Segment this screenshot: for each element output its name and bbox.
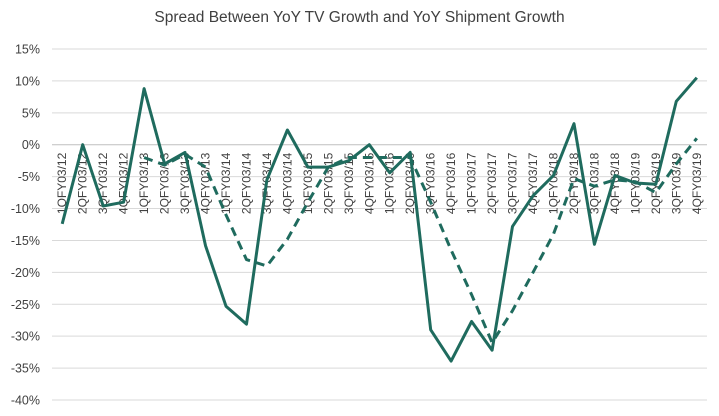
y-tick-label: -20%: [11, 266, 40, 280]
x-tick-label: 2QFY03/12: [76, 152, 90, 214]
y-tick-label: -5%: [18, 170, 40, 184]
x-tick-label: 4QFY03/16: [444, 152, 458, 214]
x-tick-label: 2QFY03/13: [158, 152, 172, 214]
chart-title: Spread Between YoY TV Growth and YoY Shi…: [154, 9, 565, 26]
y-tick-label: -40%: [11, 394, 40, 408]
x-tick-label: 1QFY03/14: [219, 152, 233, 214]
x-tick-label: 1QFY03/12: [55, 152, 69, 214]
x-tick-label: 4QFY03/12: [117, 152, 131, 214]
x-tick-label: 2QFY03/14: [239, 152, 253, 214]
series-line-dashed: [143, 137, 698, 345]
x-tick-label: 4QFY03/13: [199, 152, 213, 214]
x-tick-label: 3QFY03/19: [669, 152, 683, 214]
x-tick-label: 4QFY03/18: [608, 152, 622, 214]
x-tick-label: 4QFY03/15: [362, 152, 376, 214]
x-tick-label: 1QFY03/17: [465, 152, 479, 214]
x-tick-label: 2QFY03/15: [321, 152, 335, 214]
x-tick-label: 2QFY03/18: [567, 152, 581, 214]
y-tick-label: -10%: [11, 202, 40, 216]
x-tick-label: 4QFY03/14: [280, 152, 294, 214]
y-tick-label: 10%: [15, 74, 40, 88]
y-tick-label: 15%: [15, 43, 40, 57]
series-lines: [60, 76, 698, 363]
x-tick-label: 2QFY03/17: [485, 152, 499, 214]
y-tick-label: -30%: [11, 330, 40, 344]
y-tick-label: -35%: [11, 362, 40, 376]
x-tick-label: 3QFY03/13: [178, 152, 192, 214]
y-tick-label: -15%: [11, 234, 40, 248]
x-tick-label: 1QFY03/13: [137, 152, 151, 214]
x-tick-label: 3QFY03/18: [587, 152, 601, 214]
gridlines: [52, 48, 707, 401]
x-tick-label: 1QFY03/15: [301, 152, 315, 214]
x-tick-label: 1QFY03/16: [383, 152, 397, 214]
series-line-solid: [60, 76, 698, 363]
y-tick-label: 5%: [22, 106, 40, 120]
x-tick-label: 4QFY03/19: [690, 152, 704, 214]
x-tick-label: 3QFY03/15: [342, 152, 356, 214]
x-tick-label: 3QFY03/17: [506, 152, 520, 214]
y-axis-tick-labels: 15% 10% 5% 0% -5% -10% -15% -20% -25% -30% -35% -40…: [11, 43, 40, 408]
y-tick-label: 0%: [22, 138, 40, 152]
y-tick-label: -25%: [11, 298, 40, 312]
x-tick-label: 3QFY03/16: [424, 152, 438, 214]
x-tick-label: 2QFY03/16: [403, 152, 417, 214]
